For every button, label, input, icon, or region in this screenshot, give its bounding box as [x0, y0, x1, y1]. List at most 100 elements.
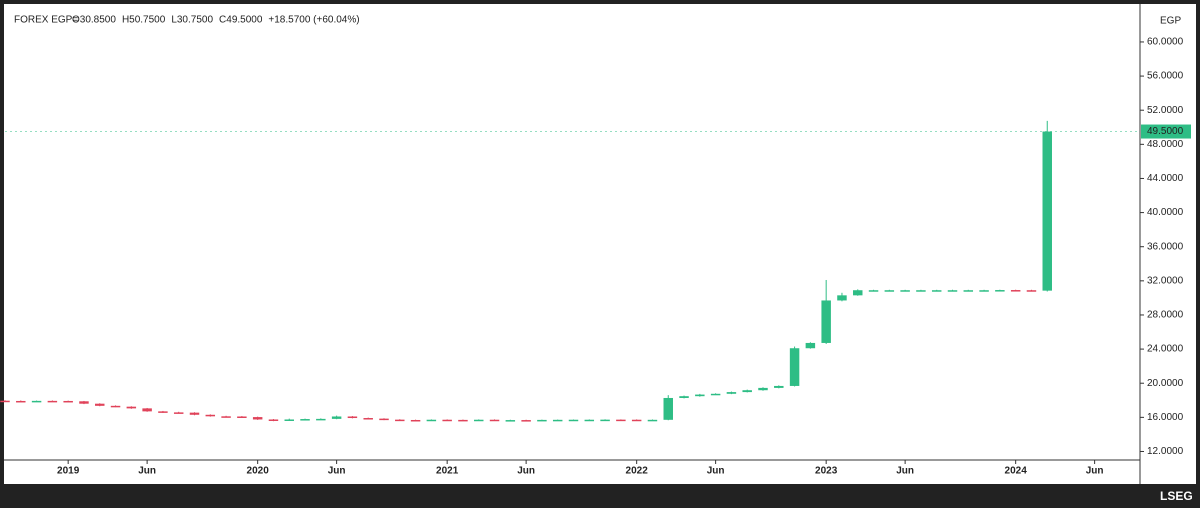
candle-body — [805, 342, 816, 349]
candle-body — [1042, 131, 1052, 291]
candle-body — [853, 290, 863, 296]
candle-body — [126, 406, 137, 409]
candle-body — [284, 419, 294, 421]
header-value: C49.5000 — [219, 15, 263, 26]
candle-body — [758, 387, 768, 391]
candle-body — [221, 416, 231, 418]
x-tick-label: Jun — [328, 466, 346, 477]
x-tick-label: Jun — [1086, 466, 1104, 477]
candle-body — [774, 385, 784, 388]
x-tick-label: 2021 — [436, 466, 459, 477]
candle-body — [742, 390, 752, 393]
x-tick-label: Jun — [896, 466, 914, 477]
candle-body — [505, 420, 516, 422]
candle-body — [426, 419, 437, 422]
candle-body — [252, 417, 263, 420]
candle-body — [963, 290, 974, 292]
candle-body — [537, 419, 547, 422]
y-tick-label: 44.0000 — [1147, 173, 1184, 184]
candle-body — [631, 419, 642, 422]
y-tick-label: 60.0000 — [1147, 37, 1184, 48]
candle-body — [189, 412, 200, 415]
candle-body — [142, 408, 152, 412]
candle-body — [379, 418, 389, 421]
candle-body — [410, 419, 421, 422]
candle-body — [95, 403, 105, 406]
candle-body — [900, 290, 910, 292]
candle-body — [331, 416, 342, 419]
candle-body — [789, 348, 800, 386]
candle-body — [347, 416, 358, 419]
y-tick-label: 24.0000 — [1147, 344, 1184, 355]
x-tick-label: 2019 — [57, 466, 80, 477]
header-value: H50.7500 — [122, 15, 166, 26]
candle-body — [552, 419, 563, 422]
x-tick-label: Jun — [517, 466, 535, 477]
candle-body — [316, 418, 326, 421]
chart-title: FOREX EGP= — [14, 15, 78, 26]
x-tick-label: Jun — [707, 466, 725, 477]
candle-body — [663, 397, 673, 420]
candle-body — [363, 418, 373, 420]
candle-body — [110, 405, 121, 408]
y-tick-label: 20.0000 — [1147, 378, 1184, 389]
candle-body — [679, 396, 689, 398]
x-tick-label: 2023 — [815, 466, 838, 477]
last-price-label: 49.5000 — [1147, 126, 1184, 137]
y-tick-label: 28.0000 — [1147, 310, 1184, 321]
y-tick-label: 36.0000 — [1147, 241, 1184, 252]
candle-body — [726, 392, 737, 394]
candle-body — [710, 393, 721, 396]
y-axis-label: EGP — [1160, 16, 1181, 27]
x-tick-label: 2022 — [626, 466, 649, 477]
y-tick-label: 56.0000 — [1147, 71, 1184, 82]
candle-body — [947, 290, 958, 292]
candle-body — [300, 419, 310, 421]
header-value: O30.8500 — [72, 15, 116, 26]
candle-body — [837, 295, 847, 301]
candle-body — [979, 290, 989, 292]
candle-body — [205, 414, 216, 417]
y-tick-label: 48.0000 — [1147, 139, 1184, 150]
y-tick-label: 16.0000 — [1147, 412, 1184, 423]
candle-body — [158, 411, 168, 413]
candle-body — [474, 419, 484, 422]
candle-body — [173, 412, 184, 414]
candle-body — [47, 400, 58, 403]
plot-background — [4, 4, 1196, 484]
x-tick-label: 2020 — [247, 466, 270, 477]
x-tick-label: Jun — [138, 466, 156, 477]
candle-body — [79, 401, 89, 404]
candle-body — [521, 420, 531, 422]
header-value: L30.7500 — [171, 15, 213, 26]
candle-body — [931, 290, 942, 292]
candle-body — [489, 419, 500, 422]
candle-body — [568, 419, 579, 422]
y-tick-label: 32.0000 — [1147, 275, 1184, 286]
candle-body — [1026, 290, 1037, 292]
candle-body — [16, 400, 26, 403]
candle-body — [1010, 290, 1021, 292]
candle-body — [868, 290, 879, 292]
candle-body — [442, 419, 452, 422]
brand: LSEG — [1160, 489, 1193, 503]
candle-body — [821, 300, 831, 343]
candle-body — [63, 400, 73, 403]
candle-body — [395, 419, 405, 422]
candle-body — [695, 394, 705, 397]
candle-body — [0, 400, 10, 403]
x-tick-label: 2024 — [1005, 466, 1028, 477]
candle-body — [600, 419, 610, 422]
candle-body — [916, 290, 926, 292]
header-value: +18.5700 (+60.04%) — [268, 15, 359, 26]
candle-body — [31, 400, 42, 403]
candle-body — [647, 419, 658, 422]
candle-body — [237, 416, 247, 418]
y-tick-label: 12.0000 — [1147, 446, 1184, 457]
candle-body — [268, 419, 279, 421]
candle-body — [884, 290, 895, 292]
candle-body — [584, 419, 595, 422]
candle-body — [995, 290, 1005, 292]
